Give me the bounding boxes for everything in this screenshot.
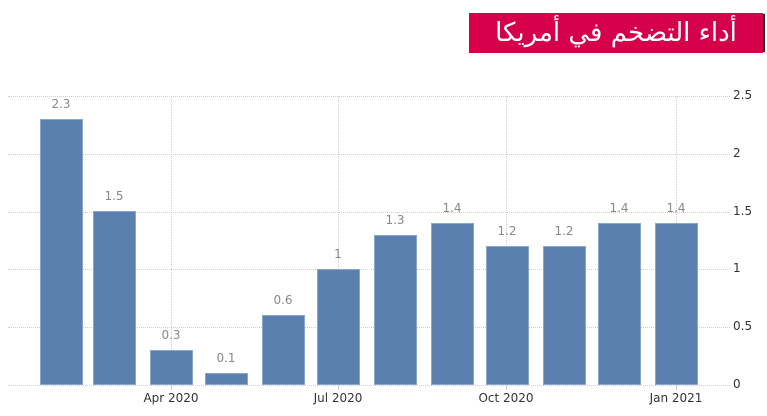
x-tick-mark bbox=[338, 385, 339, 390]
x-tick-label: Oct 2020 bbox=[478, 391, 534, 405]
y-tick-label: 1 bbox=[733, 261, 741, 275]
x-tick-mark bbox=[676, 385, 677, 390]
bar-jun-2020[interactable] bbox=[262, 315, 305, 385]
x-tick-label: Jan 2021 bbox=[649, 391, 703, 405]
bar-value-label: 0.1 bbox=[216, 351, 236, 365]
vgrid-oct-2020 bbox=[506, 96, 507, 385]
bar-aug-2020[interactable] bbox=[374, 235, 417, 385]
bar-value-label: 2.3 bbox=[51, 97, 71, 111]
x-tick-label: Apr 2020 bbox=[143, 391, 199, 405]
bar-oct-2020[interactable] bbox=[486, 246, 529, 385]
y-tick-label: 2.5 bbox=[733, 88, 753, 102]
bar-value-label: 1.3 bbox=[385, 213, 405, 227]
bar-nov-2020[interactable] bbox=[543, 246, 586, 385]
vgrid-jul-2020 bbox=[338, 96, 339, 385]
bar-value-label: 1.4 bbox=[609, 201, 629, 215]
x-tick-mark bbox=[171, 385, 172, 390]
gridline-0 bbox=[8, 385, 730, 386]
gridline-2.5 bbox=[8, 96, 730, 97]
bar-value-label: 1.4 bbox=[666, 201, 686, 215]
bar-value-label: 1.5 bbox=[104, 189, 124, 203]
bar-jan-2021[interactable] bbox=[655, 223, 698, 385]
title-edge-marker bbox=[763, 14, 765, 52]
gridline-0.5 bbox=[8, 327, 730, 328]
bar-value-label: 1.2 bbox=[497, 224, 517, 238]
y-tick-label: 0.5 bbox=[733, 319, 753, 333]
y-tick-label: 1.5 bbox=[733, 204, 753, 218]
bar-value-label: 1 bbox=[334, 247, 342, 261]
gridline-2 bbox=[8, 154, 730, 155]
bar-dec-2020[interactable] bbox=[598, 223, 641, 385]
chart-title-banner: أداء التضخم في أمريكا bbox=[469, 13, 763, 53]
bar-value-label: 1.4 bbox=[442, 201, 462, 215]
bar-value-label: 0.3 bbox=[161, 328, 181, 342]
bar-value-label: 1.2 bbox=[554, 224, 574, 238]
bar-may-2020[interactable] bbox=[205, 373, 248, 385]
x-tick-label: Jul 2020 bbox=[313, 391, 363, 405]
bar-sep-2020[interactable] bbox=[431, 223, 474, 385]
gridline-1 bbox=[8, 269, 730, 270]
gridline-1.5 bbox=[8, 212, 730, 213]
y-tick-label: 2 bbox=[733, 146, 741, 160]
bar-feb-2020[interactable] bbox=[40, 119, 83, 385]
x-tick-mark bbox=[506, 385, 507, 390]
y-tick-label: 0 bbox=[733, 377, 741, 391]
bar-mar-2020[interactable] bbox=[93, 211, 136, 385]
bar-apr-2020[interactable] bbox=[150, 350, 193, 385]
bar-jul-2020[interactable] bbox=[317, 269, 360, 385]
vgrid-apr-2020 bbox=[171, 96, 172, 385]
bar-value-label: 0.6 bbox=[273, 293, 293, 307]
